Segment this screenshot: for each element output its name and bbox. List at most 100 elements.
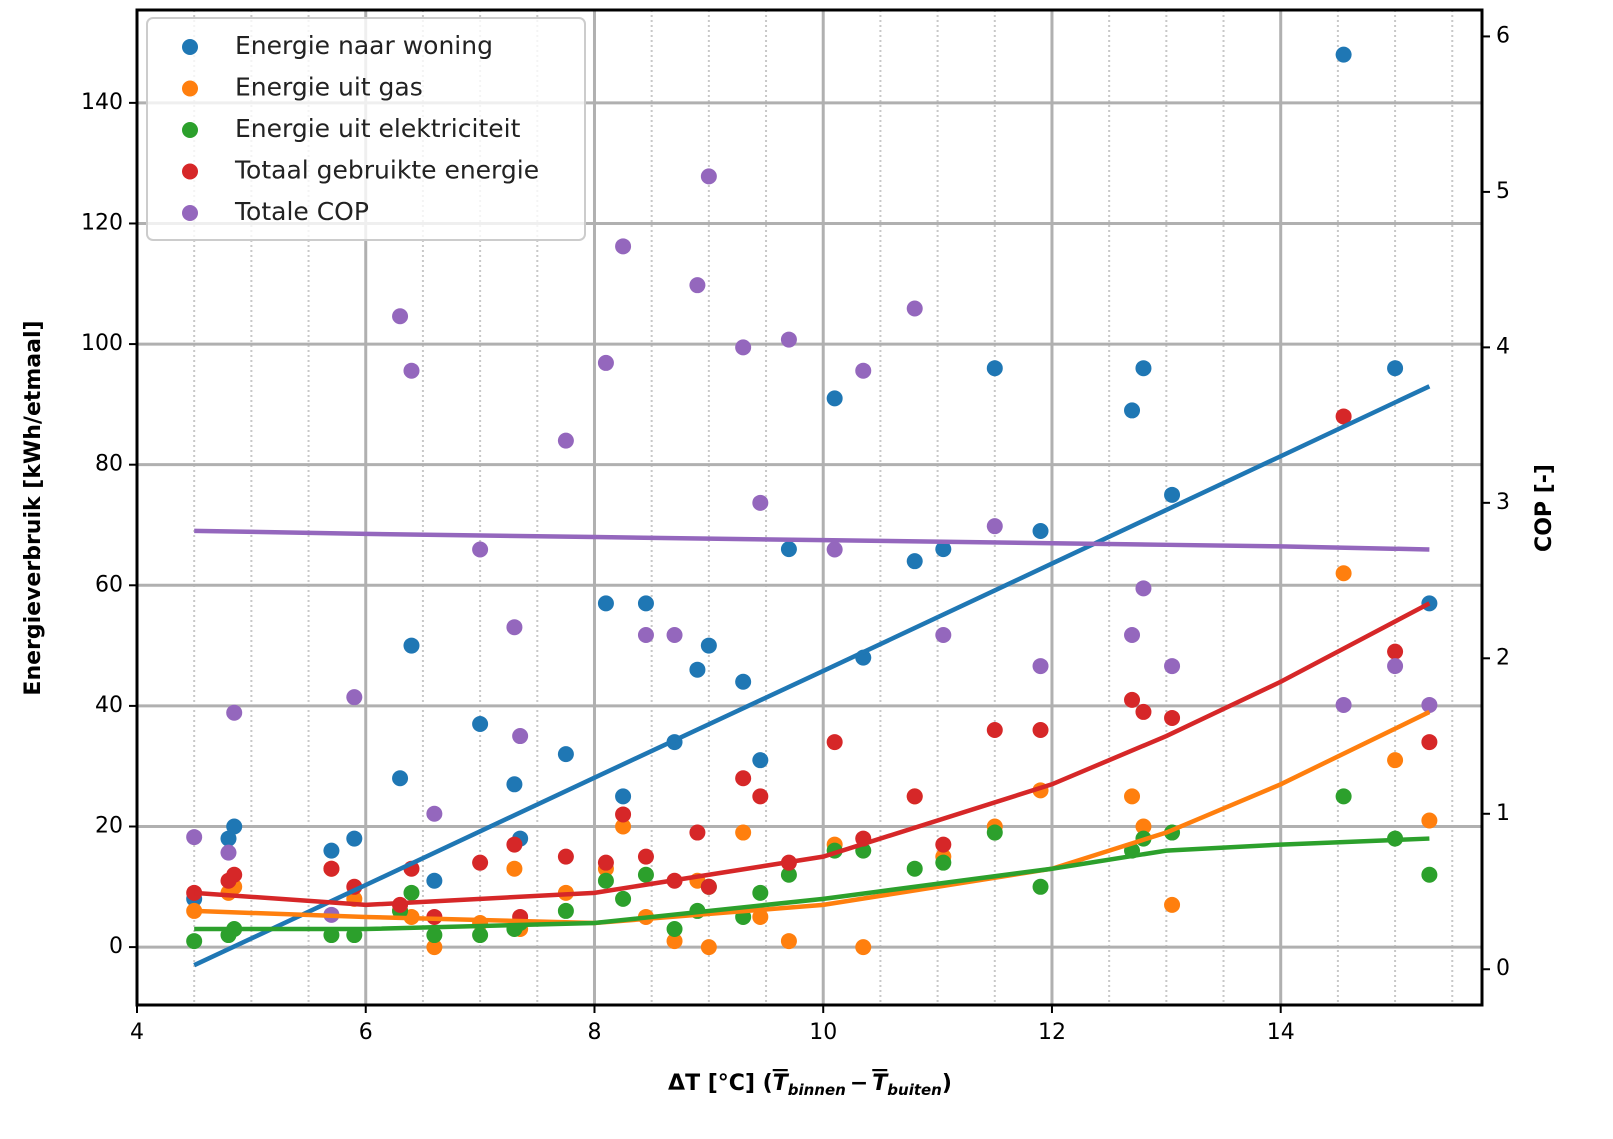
point: [735, 824, 752, 841]
point: [615, 788, 632, 805]
point: [689, 661, 706, 678]
point: [472, 715, 489, 732]
point: [597, 595, 614, 612]
point: [1335, 696, 1352, 713]
point: [735, 770, 752, 787]
legend-marker: [182, 39, 198, 55]
point: [426, 805, 443, 822]
point: [403, 362, 420, 379]
point: [472, 927, 489, 944]
point: [1032, 878, 1049, 895]
y2-tick-label: 2: [1496, 645, 1510, 670]
point: [906, 860, 923, 877]
point: [1164, 709, 1181, 726]
x-label-part: ΔT [°C] (: [668, 1071, 773, 1096]
point: [935, 626, 952, 643]
point: [935, 836, 952, 853]
point: [506, 776, 523, 793]
trend-line: [194, 528, 1430, 552]
point: [1421, 866, 1438, 883]
point: [752, 494, 769, 511]
point: [512, 728, 529, 745]
point: [1387, 752, 1404, 769]
point: [826, 734, 843, 751]
y2-axis-label: COP [-]: [1532, 464, 1557, 552]
legend-label: Energie uit elektriciteit: [235, 114, 521, 143]
x-axis-label: ΔT [°C] (Tbinnen − Tbuiten): [668, 1071, 952, 1099]
point: [1164, 658, 1181, 675]
y-tick-label: 140: [81, 90, 123, 115]
legend-marker: [182, 80, 198, 97]
point: [506, 860, 523, 877]
y-tick-label: 100: [81, 331, 123, 356]
point: [666, 933, 683, 950]
y2-tick-label: 3: [1496, 490, 1510, 515]
point: [1421, 812, 1438, 829]
point: [220, 830, 237, 847]
point: [226, 704, 243, 721]
y2-tick-label: 6: [1496, 23, 1510, 48]
point: [700, 168, 717, 185]
point: [346, 689, 363, 706]
legend-marker: [182, 163, 198, 180]
point: [906, 788, 923, 805]
x-tick-label: 10: [809, 1020, 837, 1045]
point: [426, 939, 443, 956]
point: [1421, 734, 1438, 751]
point: [392, 308, 409, 325]
x-tick-label: 6: [359, 1020, 373, 1045]
point: [392, 770, 409, 787]
point: [780, 933, 797, 950]
x-label-part: T: [872, 1071, 889, 1096]
trend-line: [194, 709, 1431, 926]
point: [323, 842, 340, 859]
point: [615, 890, 632, 907]
point: [472, 541, 489, 558]
point: [906, 553, 923, 570]
point: [826, 390, 843, 407]
point: [186, 933, 203, 950]
point: [1135, 580, 1152, 597]
point: [689, 824, 706, 841]
point: [1421, 696, 1438, 713]
legend-label: Totaal gebruikte energie: [234, 156, 539, 185]
point: [689, 277, 706, 294]
point: [1032, 523, 1049, 540]
point: [506, 836, 523, 853]
legend-label: Energie uit gas: [235, 73, 423, 102]
legend-marker: [182, 122, 198, 138]
point: [1335, 408, 1352, 425]
plot-frame: [135, 8, 1484, 1007]
point: [1164, 486, 1181, 503]
point: [986, 722, 1003, 739]
point: [403, 884, 420, 901]
legend: Energie naar woning Energie uit gas Energi…: [146, 17, 586, 241]
point: [1135, 360, 1152, 377]
point: [752, 908, 769, 925]
point: [1124, 626, 1141, 643]
point: [735, 673, 752, 690]
point: [323, 860, 340, 877]
point: [700, 939, 717, 956]
point: [637, 595, 654, 612]
x-tick-label: 12: [1038, 1020, 1066, 1045]
y-tick-label: 80: [95, 452, 123, 477]
point: [855, 939, 872, 956]
point: [597, 872, 614, 889]
point: [426, 872, 443, 889]
point: [637, 866, 654, 883]
point: [700, 878, 717, 895]
point: [472, 854, 489, 871]
y-tick-label: 0: [109, 934, 123, 959]
point: [1135, 703, 1152, 720]
point: [906, 300, 923, 317]
x-label-part: T: [773, 1071, 790, 1096]
point: [557, 848, 574, 865]
point: [557, 902, 574, 919]
point: [597, 354, 614, 371]
point: [637, 626, 654, 643]
point: [597, 854, 614, 871]
point: [637, 848, 654, 865]
y-tick-label: 60: [95, 572, 123, 597]
